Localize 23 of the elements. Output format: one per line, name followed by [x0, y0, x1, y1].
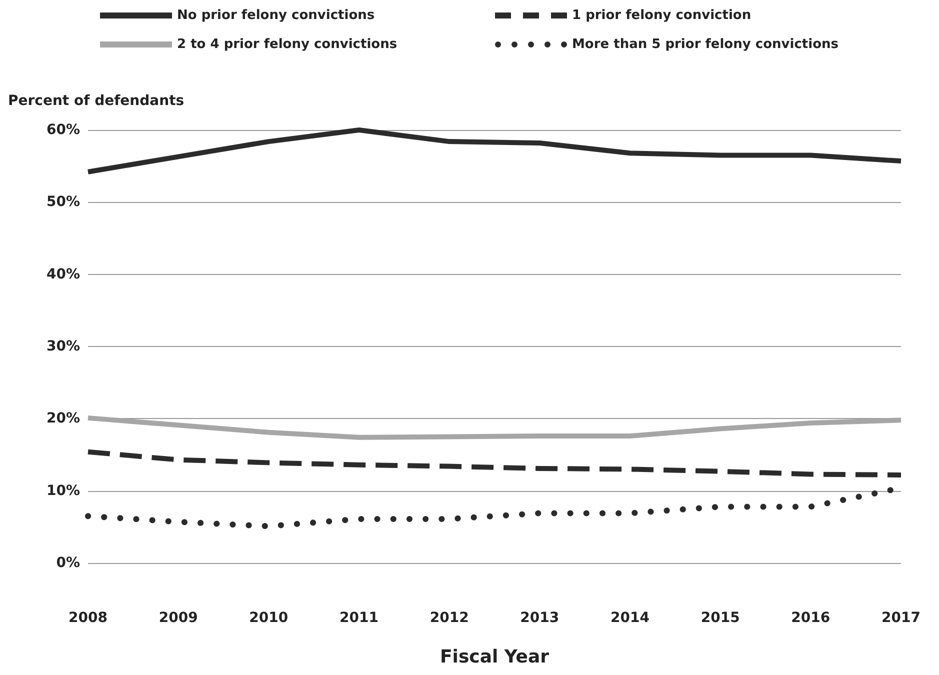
y-tick-label: 0%: [56, 555, 80, 571]
x-tick-label: 2014: [610, 610, 650, 626]
y-tick-label: 30%: [46, 338, 80, 354]
x-tick-label: 2010: [249, 610, 288, 626]
y-tick-label: 20%: [46, 410, 80, 427]
x-tick-label: 2009: [158, 610, 198, 626]
y-axis-title: Percent of defendants: [8, 93, 184, 109]
y-tick-label: 40%: [46, 266, 80, 282]
x-tick-label: 2013: [520, 610, 560, 626]
y-tick-label: 60%: [46, 122, 80, 138]
y-tick-label: 10%: [46, 482, 80, 499]
x-tick-label: 2012: [430, 610, 469, 626]
x-axis-title: Fiscal Year: [440, 646, 550, 668]
x-tick-label: 2011: [340, 610, 378, 626]
x-tick-label: 2016: [791, 610, 830, 626]
legend-label: 1 prior felony conviction: [572, 8, 752, 23]
legend-label: More than 5 prior felony convictions: [572, 37, 839, 52]
legend-label: 2 to 4 prior felony convictions: [177, 37, 398, 52]
legend-label: No prior felony convictions: [177, 8, 375, 23]
y-tick-label: 50%: [46, 194, 80, 210]
x-tick-label: 2008: [68, 610, 108, 626]
x-tick-label: 2017: [882, 610, 920, 626]
x-tick-label: 2015: [700, 610, 740, 626]
